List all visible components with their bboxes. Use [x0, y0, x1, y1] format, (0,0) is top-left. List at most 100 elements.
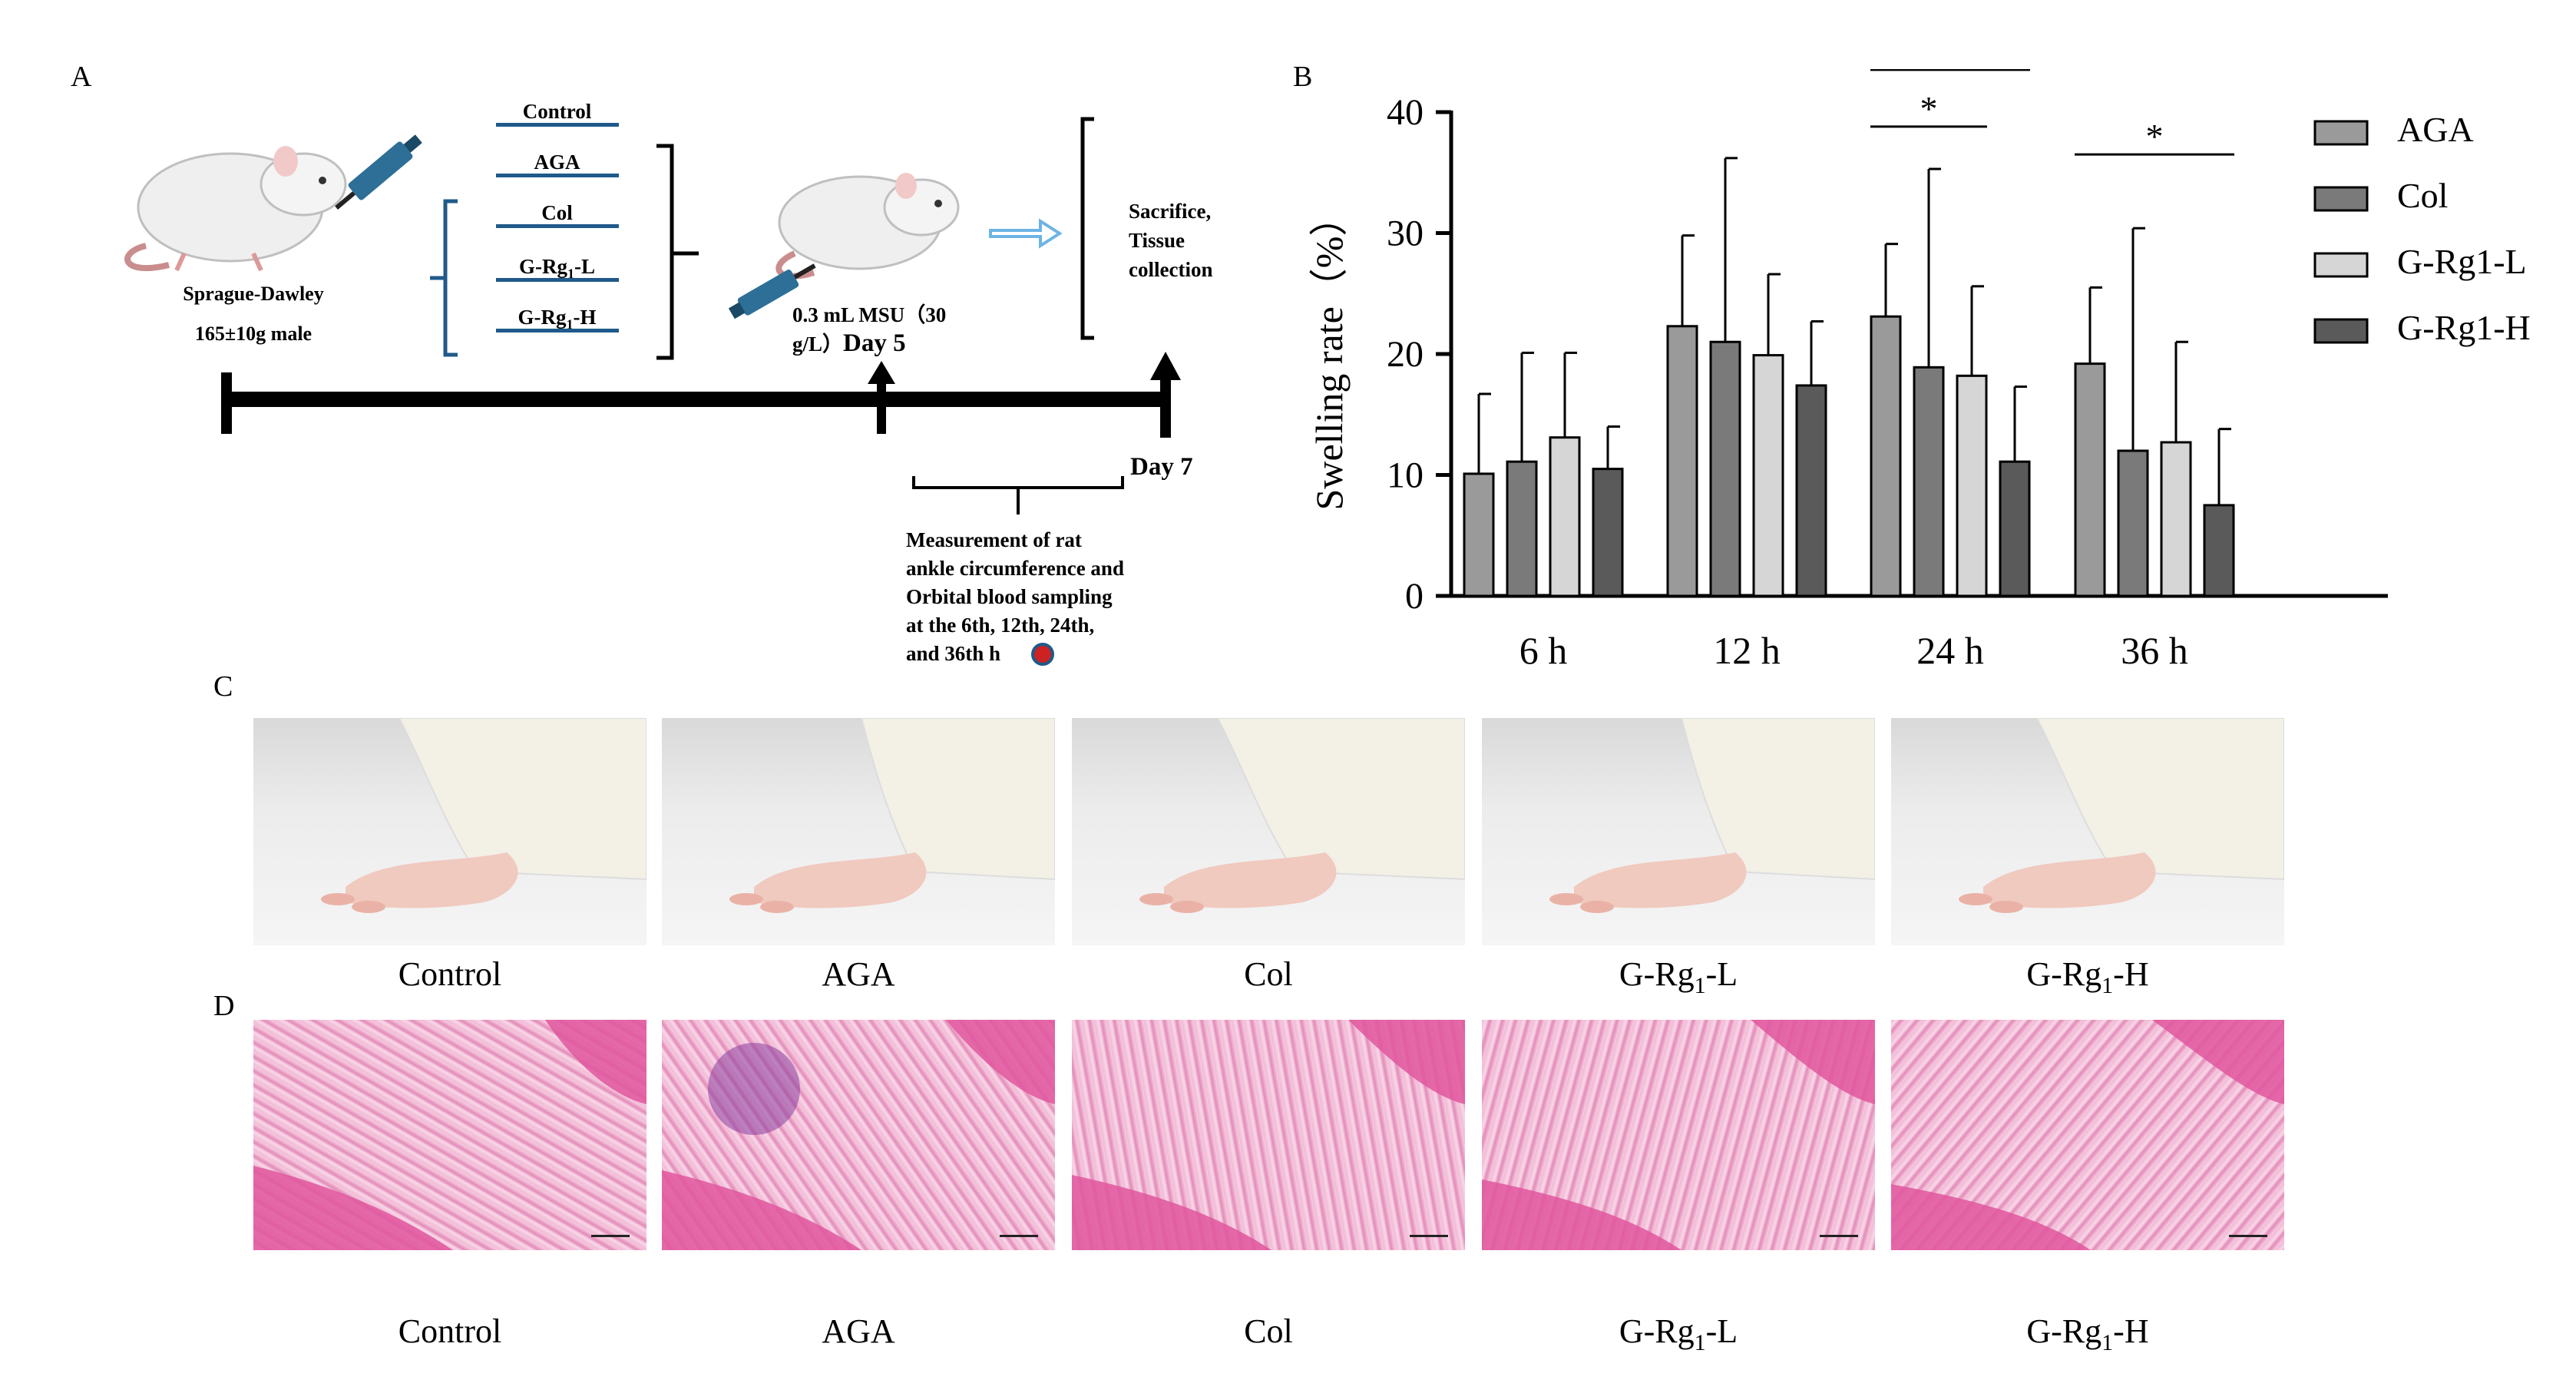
y-tick-label: 10 — [1387, 455, 1424, 496]
legend-label: G-Rg1-L — [2397, 242, 2527, 281]
panel-label-d: D — [213, 990, 235, 1022]
bar — [1913, 366, 1945, 597]
paw-photo — [1482, 718, 1875, 945]
bar — [1999, 460, 2031, 597]
rat-paw-image — [1549, 718, 1875, 913]
group-name: G-Rg — [518, 306, 567, 329]
caption-text: G-Rg — [2026, 955, 2102, 993]
legend-swatch — [2313, 186, 2369, 212]
bar — [1956, 374, 1988, 597]
caption-text: Control — [398, 955, 502, 993]
group-underline — [496, 123, 619, 127]
he-stain-section — [662, 1020, 1055, 1250]
paw-photo — [1891, 718, 2284, 945]
syringe-icon — [335, 134, 422, 210]
group-name: AGA — [534, 151, 580, 174]
panel-label-c: C — [213, 670, 233, 703]
group-name: Control — [522, 100, 592, 123]
bar — [1752, 354, 1784, 597]
groups-left-bracket — [443, 199, 458, 357]
rat-illustration — [775, 173, 960, 280]
y-tick-label: 30 — [1387, 213, 1424, 254]
caption-subscript: 1 — [2101, 1329, 2114, 1355]
he-stain-section — [1072, 1020, 1465, 1250]
syringe-icon — [728, 263, 816, 319]
histology-caption: G-Rg1-H — [1891, 1312, 2284, 1356]
he-stain-section — [1482, 1020, 1875, 1250]
paw-photo-caption: Control — [253, 955, 646, 999]
bar — [1709, 340, 1741, 597]
scale-bar — [591, 1235, 630, 1237]
paw-photo-caption: G-Rg1-H — [1891, 955, 2284, 999]
scale-bar — [2229, 1235, 2267, 1237]
x-tick-label: 24 h — [1916, 629, 1984, 672]
paw-photo-caption: G-Rg1-L — [1482, 955, 1875, 999]
bar — [1592, 468, 1624, 597]
caption-suffix: -L — [1705, 955, 1738, 993]
process-arrow-icon — [989, 218, 1063, 249]
scale-bar — [1820, 1235, 1858, 1237]
caption-suffix: -H — [2113, 955, 2149, 993]
group-name: G-Rg — [519, 255, 567, 278]
paw-photo — [253, 718, 646, 945]
x-tick-label: 36 h — [2121, 629, 2188, 672]
group-underline — [496, 329, 619, 333]
sacrifice-line1: Sacrifice, — [1129, 200, 1212, 223]
bar — [1506, 460, 1538, 597]
scale-bar — [1000, 1235, 1038, 1237]
bar — [2160, 441, 2192, 597]
msu-dose-line1: 0.3 mL MSU（30 — [792, 303, 947, 326]
histology-image — [1482, 1020, 1875, 1250]
sacrifice-bracket — [1080, 117, 1094, 340]
x-tick-label: 12 h — [1713, 629, 1781, 672]
measurement-line: Measurement of rat — [906, 528, 1082, 551]
measurement-text: Measurement of rat ankle circumference a… — [906, 526, 1124, 668]
bar — [2074, 362, 2106, 597]
rat-paw-image — [729, 718, 1055, 913]
caption-text: AGA — [822, 1312, 895, 1350]
rat-paw-image — [321, 718, 646, 913]
bar — [1795, 384, 1827, 597]
sacrifice-text: Sacrifice, Tissue collection — [1129, 197, 1212, 284]
caption-subscript: 1 — [1694, 972, 1706, 998]
bar — [2203, 504, 2235, 597]
measurement-bracket — [912, 476, 1124, 489]
y-tick-label: 20 — [1387, 334, 1424, 375]
paw-photo-caption: AGA — [662, 955, 1055, 999]
group-label: G-Rg1-H — [498, 306, 617, 333]
group-underline — [496, 224, 619, 228]
he-stain-section — [1891, 1020, 2284, 1250]
caption-text: Control — [398, 1312, 502, 1350]
significance-star: * — [2146, 117, 2164, 156]
group-subscript: 1 — [566, 316, 574, 333]
panel-label-b: B — [1293, 61, 1313, 93]
legend-label: AGA — [2397, 110, 2474, 149]
legend-swatch — [2313, 318, 2369, 344]
histology-caption: Control — [253, 1312, 646, 1356]
caption-text: Col — [1244, 1312, 1293, 1350]
group-label: AGA — [498, 151, 617, 177]
caption-text: Col — [1244, 955, 1293, 993]
bar — [1549, 436, 1581, 597]
measurement-line: ankle circumference and — [906, 557, 1124, 580]
y-axis-label: Swelling rate（%） — [1308, 198, 1351, 511]
paw-photo-caption: Col — [1072, 955, 1465, 999]
group-suffix: -L — [574, 255, 595, 278]
legend-swatch — [2313, 120, 2369, 146]
caption-text: G-Rg — [2026, 1312, 2102, 1350]
measurement-line: Orbital blood sampling — [906, 585, 1113, 608]
caption-subscript: 1 — [1694, 1329, 1706, 1355]
bar — [1666, 325, 1698, 597]
day7-label: Day 7 — [1130, 453, 1193, 481]
histology-image — [662, 1020, 1055, 1250]
group-suffix: -H — [573, 306, 597, 329]
rat-paw-image — [1959, 718, 2284, 913]
paw-photo — [1072, 718, 1465, 945]
group-label: G-Rg1-L — [498, 255, 617, 282]
sacrifice-line3: collection — [1129, 258, 1213, 281]
group-underline — [496, 174, 619, 177]
day7-arrow-icon — [1150, 352, 1181, 380]
msu-unit: g/L） — [792, 333, 844, 356]
paw-photo — [662, 718, 1055, 945]
measurement-line: and 36th h — [906, 642, 1001, 665]
